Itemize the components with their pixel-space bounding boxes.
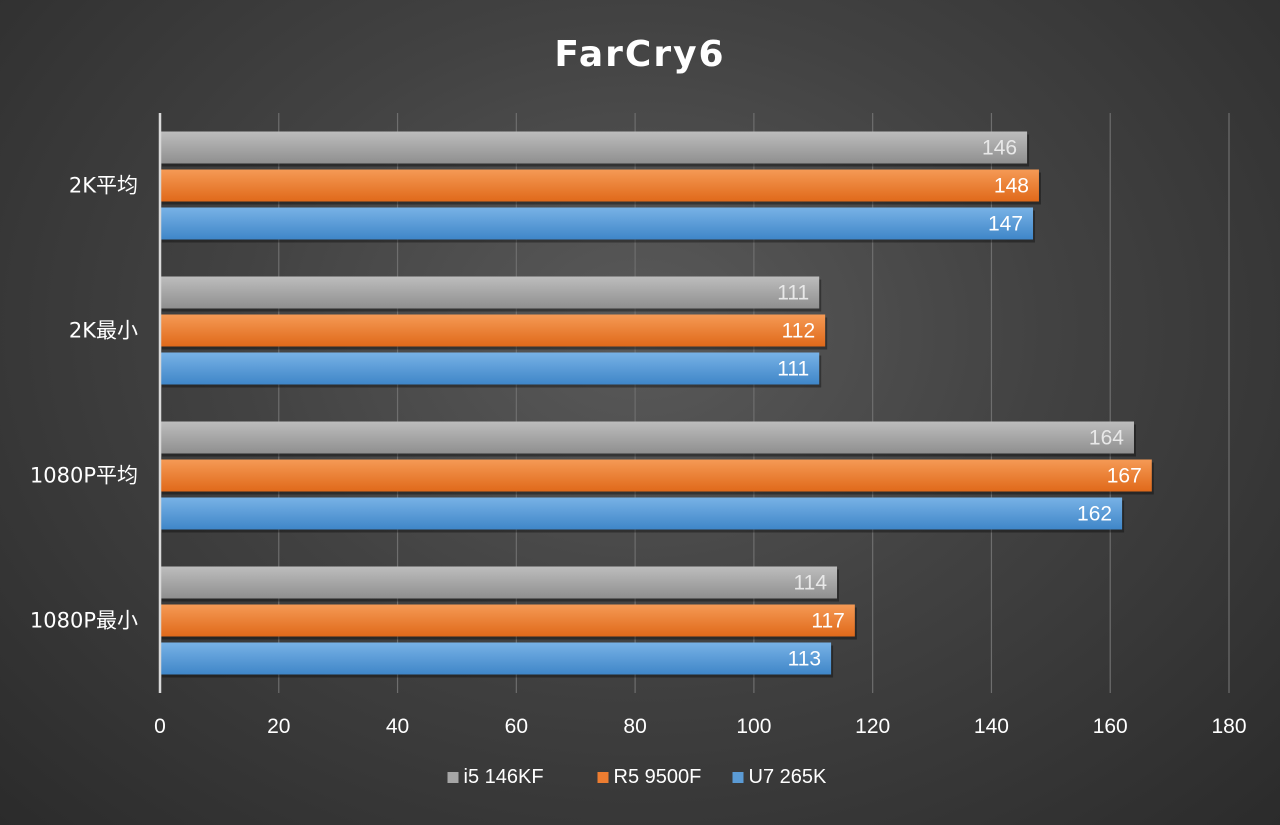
bar <box>160 169 1039 202</box>
legend-label: i5 146KF <box>464 766 544 788</box>
bars: 146 148 147 111 112 111 164 167 162 114 117 113 <box>160 131 1154 678</box>
bar <box>160 642 832 675</box>
data-label: 114 <box>794 572 828 595</box>
bar <box>160 314 826 347</box>
data-label: 111 <box>777 282 809 305</box>
bar <box>160 131 1028 164</box>
bar <box>160 497 1123 530</box>
data-label: 112 <box>782 320 815 343</box>
legend-swatch <box>732 772 744 783</box>
x-tick-label: 60 <box>505 715 528 738</box>
data-label: 148 <box>994 175 1029 198</box>
legend-label: R5 9500F <box>614 766 702 788</box>
bar <box>160 459 1152 492</box>
category-label: 1080P平均 <box>30 464 138 488</box>
bar <box>160 566 838 599</box>
x-tick-label: 20 <box>267 715 290 738</box>
x-tick-label: 40 <box>386 715 409 738</box>
data-label: 167 <box>1107 465 1142 488</box>
category-label: 1080P最小 <box>30 609 138 633</box>
x-tick-label: 120 <box>855 715 890 738</box>
data-label: 147 <box>988 213 1023 236</box>
legend: i5 146KF R5 9500F U7 265K <box>447 766 827 788</box>
x-tick-label: 0 <box>154 715 166 738</box>
axes: 0 20 40 60 80 100 120 140 160 180 2K平均 2K最小 1080P平均 1… <box>30 113 1247 738</box>
x-tick-label: 80 <box>623 715 646 738</box>
x-tick-label: 100 <box>736 715 771 738</box>
data-label: 164 <box>1089 427 1124 450</box>
chart-title: FarCry6 <box>554 34 725 75</box>
legend-swatch <box>447 772 459 783</box>
data-label: 113 <box>788 648 821 671</box>
x-tick-label: 160 <box>1093 715 1128 738</box>
data-label: 111 <box>777 358 809 381</box>
data-label: 146 <box>982 137 1017 160</box>
data-label: 162 <box>1077 503 1112 526</box>
x-tick-label: 180 <box>1211 715 1246 738</box>
legend-swatch <box>597 772 609 783</box>
bar <box>160 604 855 637</box>
bar <box>160 421 1134 454</box>
data-label: 117 <box>811 610 844 633</box>
category-label: 2K最小 <box>69 319 138 343</box>
x-tick-label: 140 <box>974 715 1009 738</box>
legend-label: U7 265K <box>749 766 827 788</box>
category-label: 2K平均 <box>69 174 138 198</box>
bar <box>160 207 1034 240</box>
bar <box>160 352 820 385</box>
bar <box>160 276 820 309</box>
